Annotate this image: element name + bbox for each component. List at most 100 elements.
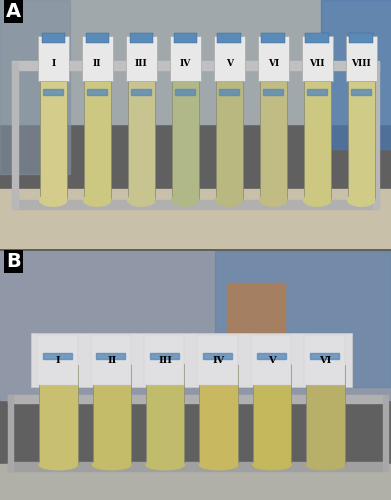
Bar — [144, 335, 185, 384]
Ellipse shape — [93, 460, 131, 469]
Bar — [251, 335, 291, 384]
Text: I: I — [56, 356, 61, 365]
Bar — [41, 34, 65, 43]
Bar — [88, 88, 107, 94]
Text: V: V — [268, 356, 276, 365]
Bar — [346, 36, 377, 80]
Bar — [126, 36, 157, 80]
Bar — [215, 251, 391, 387]
Bar — [213, 36, 245, 80]
Bar — [82, 36, 113, 80]
Text: B: B — [6, 252, 21, 271]
Ellipse shape — [215, 194, 243, 206]
Bar — [215, 80, 243, 200]
Bar — [31, 332, 352, 387]
Bar — [197, 335, 238, 384]
Bar — [0, 189, 391, 249]
Bar — [227, 283, 285, 374]
Bar — [262, 34, 285, 43]
Bar — [203, 354, 232, 359]
Ellipse shape — [146, 361, 185, 370]
Text: II: II — [93, 58, 102, 68]
Bar — [43, 88, 63, 94]
Bar — [306, 365, 345, 464]
Ellipse shape — [348, 194, 375, 206]
Bar — [0, 464, 391, 500]
Text: III: III — [158, 356, 172, 365]
Bar — [352, 88, 371, 94]
Ellipse shape — [39, 194, 67, 206]
Bar — [258, 36, 289, 80]
Ellipse shape — [39, 460, 77, 469]
Bar — [84, 80, 111, 200]
Text: III: III — [135, 58, 148, 68]
Bar — [217, 34, 241, 43]
Bar — [305, 34, 329, 43]
Bar — [0, 0, 70, 174]
Bar — [219, 88, 239, 94]
Bar — [301, 36, 333, 80]
Bar — [8, 399, 383, 403]
Bar — [260, 80, 287, 200]
Bar — [8, 394, 13, 470]
Bar — [131, 88, 151, 94]
Ellipse shape — [253, 361, 291, 370]
Text: VII: VII — [309, 58, 325, 68]
Ellipse shape — [93, 361, 131, 370]
Bar — [373, 62, 379, 209]
Text: IV: IV — [213, 356, 225, 365]
Bar — [174, 34, 197, 43]
Ellipse shape — [199, 361, 238, 370]
Bar — [38, 36, 69, 80]
Bar — [12, 200, 379, 209]
Bar — [170, 36, 201, 80]
Ellipse shape — [84, 194, 111, 206]
Text: IV: IV — [179, 58, 191, 68]
Bar — [253, 365, 291, 464]
Bar — [8, 467, 383, 470]
Ellipse shape — [306, 361, 345, 370]
Bar — [0, 251, 391, 400]
Ellipse shape — [172, 194, 199, 206]
Bar — [8, 462, 383, 466]
Bar — [307, 88, 327, 94]
Bar — [8, 394, 383, 398]
Bar — [348, 80, 375, 200]
Bar — [321, 0, 391, 150]
Ellipse shape — [39, 361, 77, 370]
Bar — [172, 80, 199, 200]
Text: I: I — [51, 58, 56, 68]
Bar — [310, 354, 339, 359]
Ellipse shape — [253, 460, 291, 469]
Bar — [264, 88, 283, 94]
Ellipse shape — [260, 194, 287, 206]
Bar — [257, 354, 285, 359]
Bar — [199, 365, 238, 464]
Bar — [129, 34, 153, 43]
Bar — [86, 34, 109, 43]
Bar — [12, 60, 379, 70]
Text: VIII: VIII — [351, 58, 371, 68]
Bar — [127, 80, 155, 200]
Text: VI: VI — [319, 356, 332, 365]
Bar — [43, 354, 72, 359]
Bar — [304, 335, 345, 384]
Bar — [0, 0, 391, 124]
Text: A: A — [6, 2, 21, 22]
Ellipse shape — [127, 194, 155, 206]
Bar — [383, 394, 388, 470]
Text: VI: VI — [267, 58, 279, 68]
Bar — [146, 365, 185, 464]
Text: V: V — [226, 58, 233, 68]
Ellipse shape — [146, 460, 185, 469]
Bar — [303, 80, 331, 200]
Bar — [350, 34, 373, 43]
Bar — [176, 88, 195, 94]
Bar — [97, 354, 125, 359]
Text: II: II — [107, 356, 117, 365]
Bar — [150, 354, 179, 359]
Bar — [93, 365, 131, 464]
Bar — [91, 335, 131, 384]
Bar — [37, 335, 77, 384]
Ellipse shape — [306, 460, 345, 469]
